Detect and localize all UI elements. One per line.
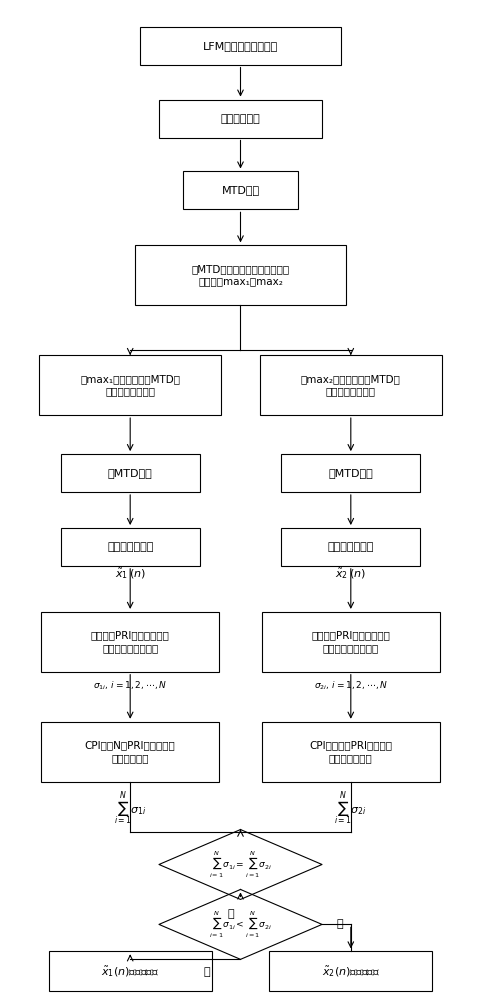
Polygon shape (158, 889, 322, 959)
Text: $\sigma_{1i},\,i=1,2,\cdots,N$: $\sigma_{1i},\,i=1,2,\cdots,N$ (93, 679, 167, 692)
Text: 逆MTD处理: 逆MTD处理 (108, 468, 152, 478)
Text: 否: 否 (336, 919, 342, 929)
Text: CPI内的N个PRI的相位统计
次数方差求和: CPI内的N个PRI的相位统计 次数方差求和 (84, 740, 175, 763)
Bar (41, 612, 218, 672)
Text: $\sigma_{2i},\,i=1,2,\cdots,N$: $\sigma_{2i},\,i=1,2,\cdots,N$ (313, 679, 387, 692)
Text: $\sum_{i=1}^{N}\sigma_{2i}$: $\sum_{i=1}^{N}\sigma_{2i}$ (334, 791, 366, 828)
Text: $\sum_{i=1}^{N}\sigma_{1i}<\sum_{i=1}^{N}\sigma_{2i}$: $\sum_{i=1}^{N}\sigma_{1i}<\sum_{i=1}^{N… (208, 909, 272, 940)
Bar (259, 355, 441, 415)
Text: 计算每个PRI的回波脉宽内
相位统计次数的方差: 计算每个PRI的回波脉宽内 相位统计次数的方差 (311, 631, 389, 653)
Text: 对MTD的结果进行峰值搜索，得
到峰值点max₁和max₂: 对MTD的结果进行峰值搜索，得 到峰值点max₁和max₂ (191, 264, 289, 287)
Text: 以max₁为峰值点，对MTD的
结果加二维凯撒窗: 以max₁为峰值点，对MTD的 结果加二维凯撒窗 (80, 374, 180, 396)
Text: CPI内的所有PRI的相位统
计次数方差求和: CPI内的所有PRI的相位统 计次数方差求和 (309, 740, 392, 763)
Text: 计算每个PRI的回波脉宽内
相位统计次数的方差: 计算每个PRI的回波脉宽内 相位统计次数的方差 (91, 631, 169, 653)
Text: 以max₂为峰值点，对MTD的
结果加二维凯撒窗: 以max₂为峰值点，对MTD的 结果加二维凯撒窗 (300, 374, 400, 396)
Text: $\tilde{x}_2(n)$为目标回波: $\tilde{x}_2(n)$为目标回波 (321, 964, 379, 979)
Text: 逆脉冲压缩处理: 逆脉冲压缩处理 (107, 542, 153, 552)
Bar (140, 27, 340, 65)
Polygon shape (158, 830, 322, 899)
Bar (262, 612, 439, 672)
Bar (60, 454, 199, 492)
Bar (281, 454, 420, 492)
Text: 脉冲压缩处理: 脉冲压缩处理 (220, 114, 260, 124)
Text: $\sum_{i=1}^{N}\sigma_{1i}$: $\sum_{i=1}^{N}\sigma_{1i}$ (114, 791, 146, 828)
Bar (281, 528, 420, 566)
Text: $\sum_{i=1}^{N}\sigma_{1i}=\sum_{i=1}^{N}\sigma_{2i}$: $\sum_{i=1}^{N}\sigma_{1i}=\sum_{i=1}^{N… (208, 849, 272, 880)
Bar (41, 722, 218, 782)
Bar (60, 528, 199, 566)
Bar (48, 951, 211, 991)
Bar (39, 355, 221, 415)
Text: 逆MTD处理: 逆MTD处理 (328, 468, 372, 478)
Text: LFM脉冲雷达回波信号: LFM脉冲雷达回波信号 (203, 41, 277, 51)
Bar (269, 951, 432, 991)
Text: 逆脉冲压缩处理: 逆脉冲压缩处理 (327, 542, 373, 552)
Text: 是: 是 (203, 967, 210, 977)
Text: $\tilde{x}_1(n)$为目标回波: $\tilde{x}_1(n)$为目标回波 (101, 964, 159, 979)
Bar (182, 171, 298, 209)
Text: MTD处理: MTD处理 (221, 185, 259, 195)
Text: $\tilde{x}_1\,(n)$: $\tilde{x}_1\,(n)$ (115, 566, 145, 581)
Bar (135, 245, 345, 305)
Bar (158, 100, 322, 138)
Text: $\tilde{x}_2\,(n)$: $\tilde{x}_2\,(n)$ (335, 566, 365, 581)
Bar (262, 722, 439, 782)
Text: 否: 否 (227, 909, 234, 919)
